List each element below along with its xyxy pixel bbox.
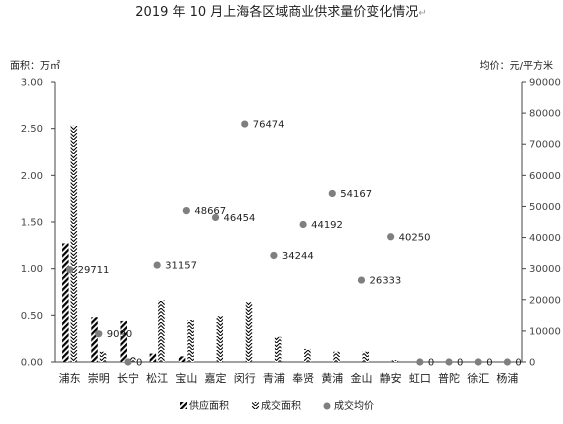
price-label-0: 29711	[78, 265, 110, 276]
left-tick-label: 1.50	[21, 218, 43, 229]
price-point-2	[124, 358, 132, 366]
category-label-3: 松江	[146, 371, 168, 385]
right-tick-label: 10000	[529, 326, 561, 337]
left-tick-label: 3.00	[21, 78, 43, 89]
right-tick-label: 70000	[529, 140, 561, 151]
right-axis-label: 均价：元/平方米	[480, 59, 553, 72]
category-labels: 浦东 崇明 长宁 松江 宝山 嘉定 闵行 青浦 奉贤 黄浦 金山 静安 虹口 普陀 徐汇 杨浦	[59, 371, 519, 385]
category-label-15: 杨浦	[496, 371, 518, 385]
bar-deal-6	[245, 302, 253, 362]
right-tick-label: 80000	[529, 109, 561, 120]
legend-label-price: 成交均价	[334, 399, 374, 412]
bar-deal-1	[99, 351, 107, 362]
legend-swatch-price	[323, 402, 331, 410]
bar-deal-2	[128, 357, 136, 362]
price-label-14: 0	[486, 358, 492, 369]
category-label-8: 奉贤	[292, 371, 314, 385]
price-label-3: 31157	[165, 261, 197, 272]
price-label-5: 46454	[224, 213, 256, 224]
category-label-2: 长宁	[117, 371, 139, 385]
price-label-13: 0	[457, 358, 463, 369]
price-label-15: 0	[515, 358, 521, 369]
legend-label-supply: 供应面积	[189, 399, 229, 412]
price-point-12	[416, 358, 424, 366]
left-tick-label: 0.00	[21, 358, 43, 369]
price-point-0	[65, 265, 74, 274]
category-label-1: 崇明	[88, 372, 110, 385]
price-label-12: 0	[428, 358, 434, 369]
bar-supply-2	[120, 320, 127, 362]
price-point-13	[445, 358, 453, 366]
bar-deal-8	[304, 348, 311, 362]
price-label-11: 40250	[399, 232, 431, 243]
category-label-7: 青浦	[263, 372, 285, 385]
category-label-11: 静安	[380, 371, 402, 385]
legend: 供应面积 成交面积 成交均价	[180, 399, 374, 412]
price-point-11	[387, 233, 395, 241]
right-tick-label: 50000	[529, 202, 561, 213]
right-tick-label: 20000	[529, 295, 561, 306]
price-label-7: 34244	[282, 251, 314, 262]
category-label-12: 虹口	[409, 372, 431, 385]
price-point-7	[270, 251, 278, 260]
category-label-5: 嘉定	[205, 371, 227, 385]
bar-supply-4	[178, 356, 186, 362]
left-tick-label: 0.50	[21, 311, 43, 322]
price-point-3	[153, 261, 161, 269]
bar-supply-3	[149, 353, 157, 362]
bar-deal-3	[158, 300, 165, 362]
bar-deal-7	[274, 336, 282, 362]
right-tick-label: 40000	[529, 233, 561, 244]
bar-deal-4	[187, 320, 194, 362]
price-point-9	[328, 189, 336, 198]
category-label-0: 浦东	[59, 372, 81, 385]
right-tick-label: 60000	[529, 171, 561, 182]
right-tick-label: 30000	[529, 264, 561, 275]
price-label-6: 76474	[253, 120, 285, 131]
bar-deal-9	[333, 351, 340, 362]
chart-title: 2019 年 10 月上海各区域商业供求量价变化情况↵	[135, 4, 426, 20]
left-tick-label: 1.00	[21, 264, 43, 275]
price-label-2: 0	[136, 358, 142, 369]
category-label-10: 金山	[350, 371, 372, 385]
price-label-4: 48667	[194, 206, 226, 217]
price-point-4	[182, 206, 190, 215]
left-tick-label: 2.00	[21, 171, 43, 182]
bar-deal-10	[362, 351, 369, 362]
bar-deal-11	[391, 360, 399, 362]
axes: 0.00 0.50 1.00 1.50 2.00 2.50 3.00 0 10000 20000 3…	[21, 78, 561, 369]
legend-swatch-supply	[180, 402, 187, 409]
price-point-10	[357, 276, 366, 284]
price-point-6	[241, 120, 249, 128]
price-label-1: 9090	[107, 329, 132, 340]
category-label-9: 黄浦	[321, 371, 343, 385]
price-point-1	[95, 330, 103, 338]
price-label-8: 44192	[311, 220, 343, 231]
category-label-6: 闵行	[234, 371, 256, 385]
category-label-13: 普陀	[438, 371, 460, 385]
price-point-14	[474, 358, 482, 366]
left-axis-label: 面积：万㎡	[10, 60, 60, 72]
legend-label-deal: 成交面积	[261, 399, 301, 412]
price-point-5	[211, 213, 220, 222]
right-tick-label: 90000	[529, 78, 561, 89]
category-label-14: 徐汇	[467, 371, 489, 385]
price-label-10: 26333	[369, 276, 401, 287]
bar-supply-0	[62, 243, 69, 362]
bar-deal-0	[70, 125, 78, 362]
price-point-8	[299, 220, 307, 229]
bar-deal-5	[216, 316, 224, 362]
legend-swatch-deal	[252, 402, 259, 409]
category-label-4: 宝山	[175, 371, 197, 385]
price-label-9: 54167	[340, 189, 372, 200]
price-point-15	[503, 358, 512, 366]
bar-supply-1	[91, 317, 98, 362]
right-tick-label: 0	[529, 358, 535, 369]
left-tick-label: 2.50	[21, 124, 43, 135]
bars	[62, 125, 399, 362]
